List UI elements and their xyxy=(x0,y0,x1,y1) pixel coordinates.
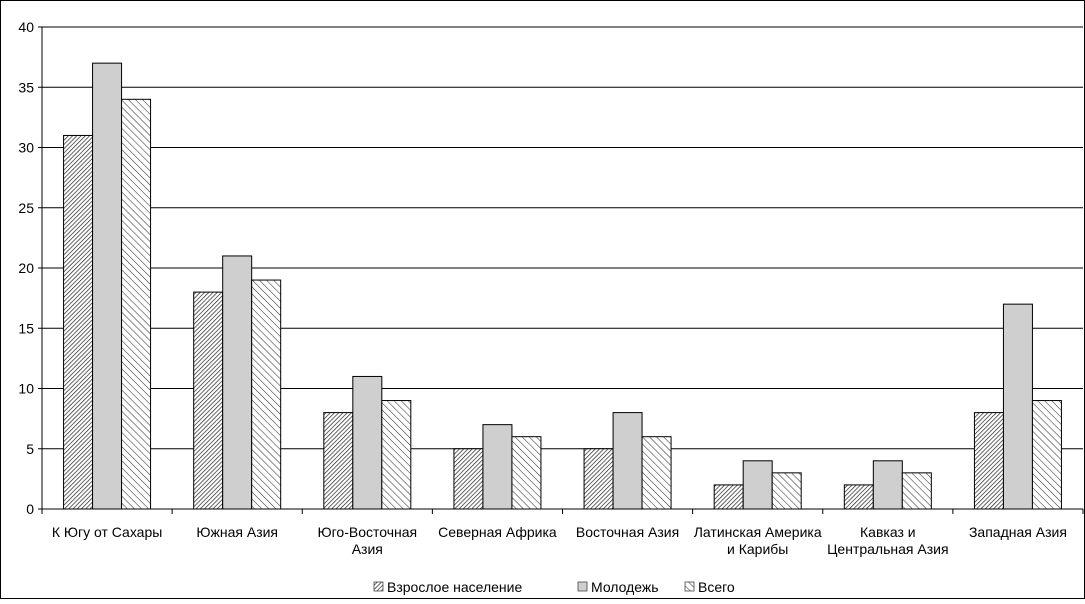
legend: Взрослое население Молодежь Всего xyxy=(373,579,735,595)
bar xyxy=(193,291,224,510)
y-tick-label: 5 xyxy=(26,441,34,457)
legend-swatch xyxy=(684,581,695,592)
legend-swatch xyxy=(577,581,588,592)
bar xyxy=(583,448,614,510)
x-tick-label: и Карибы xyxy=(727,541,788,557)
bar xyxy=(352,375,383,510)
bar xyxy=(901,472,932,510)
legend-label: Молодежь xyxy=(591,579,659,595)
y-tick-label: 30 xyxy=(18,140,34,156)
bar xyxy=(381,400,412,510)
x-tick-label: Азия xyxy=(352,541,383,557)
x-tick-label: Северная Африка xyxy=(438,524,557,540)
bar xyxy=(453,448,484,510)
y-tick-label: 0 xyxy=(26,501,34,517)
x-tick-label: Западная Азия xyxy=(969,524,1067,540)
x-tick-label: Восточная Азия xyxy=(576,524,679,540)
bar xyxy=(713,484,744,510)
x-tick-label: Южная Азия xyxy=(196,524,278,540)
bar xyxy=(771,472,802,510)
x-tick-label: Латинская Америка xyxy=(694,524,822,540)
y-tick-label: 15 xyxy=(18,320,34,336)
bar xyxy=(323,412,354,510)
x-tick-label: К Югу от Сахары xyxy=(52,524,163,540)
bar xyxy=(973,412,1004,510)
bar xyxy=(1002,303,1033,510)
x-tick-label: Кавказ и xyxy=(860,524,916,540)
y-tick-label: 10 xyxy=(18,381,34,397)
bar xyxy=(641,436,672,510)
bar xyxy=(511,436,542,510)
bar xyxy=(251,279,282,510)
bar xyxy=(872,460,903,510)
bar xyxy=(63,134,94,510)
x-tick-label: Юго-Восточная xyxy=(317,524,417,540)
y-tick-label: 25 xyxy=(18,200,34,216)
bar xyxy=(92,62,123,510)
x-tick-label: Центральная Азия xyxy=(827,541,948,557)
legend-label: Взрослое население xyxy=(387,579,522,595)
bar xyxy=(742,460,773,510)
bar xyxy=(121,98,152,510)
y-tick-label: 35 xyxy=(18,79,34,95)
y-tick-label: 20 xyxy=(18,260,34,276)
legend-swatch xyxy=(373,581,384,592)
bar xyxy=(1031,400,1062,510)
y-tick-label: 40 xyxy=(18,19,34,35)
legend-label: Всего xyxy=(698,579,735,595)
bar xyxy=(843,484,874,510)
bar xyxy=(612,412,643,510)
bar xyxy=(482,424,513,510)
bar xyxy=(222,255,253,510)
